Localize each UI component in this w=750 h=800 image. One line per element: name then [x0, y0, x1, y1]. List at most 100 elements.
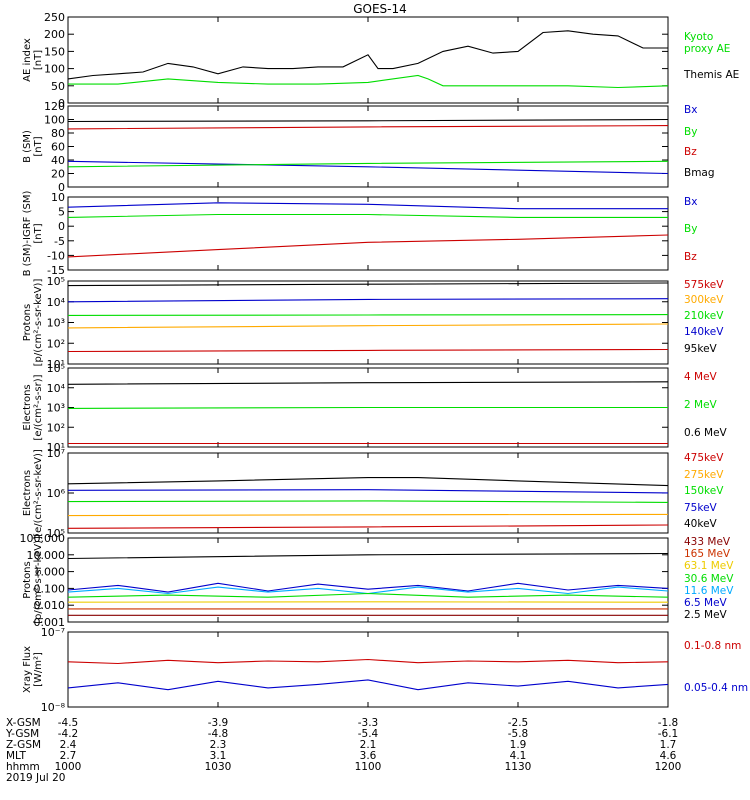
- legend-entry-line: Themis AE: [683, 69, 739, 81]
- y-tick-label: 10⁵: [47, 527, 65, 540]
- legend-entry-line: 95keV: [684, 343, 718, 355]
- axis-row-value: -4.8: [208, 728, 229, 740]
- legend-entry-line: proxy AE: [684, 43, 730, 55]
- axis-row-value: 2.1: [360, 739, 377, 751]
- y-tick-label: -5: [54, 235, 65, 248]
- series-line-2: [67, 679, 669, 691]
- y-axis-label: B (SM)[nT]: [22, 130, 44, 163]
- legend-entry-line: 40keV: [684, 518, 718, 530]
- legend-entry-line: 11.6 MeV: [684, 585, 734, 597]
- series-line-1: [67, 118, 669, 123]
- y-tick-label: 10³: [47, 402, 65, 415]
- legend-entry-line: 300keV: [684, 294, 724, 306]
- axis-row-value: 2.4: [60, 739, 77, 751]
- series-line-3: [67, 500, 669, 503]
- series-line-2: [67, 213, 668, 218]
- legend-entry: 63.1 MeV: [684, 560, 734, 572]
- y-tick-label: 10²: [47, 421, 65, 434]
- axis-row-value: 1.9: [510, 739, 527, 751]
- y-tick-label: 80: [51, 127, 65, 140]
- y-tick-label: 50: [51, 80, 65, 93]
- legend-entry: 575keV: [684, 279, 724, 291]
- axis-row-value: -3.9: [208, 717, 229, 729]
- legend-entry-line: Bx: [684, 196, 697, 208]
- series-line-1: [67, 282, 669, 287]
- series-line-1: [67, 381, 669, 385]
- axis-row-value: -4.5: [58, 717, 79, 729]
- y-tick-label: 10.000: [27, 549, 66, 562]
- legend-entry-line: 165 MeV: [684, 548, 731, 560]
- y-axis-label: Protons[p/(cm²-s-sr-keV)]: [22, 536, 44, 624]
- y-tick-label: 10⁶: [47, 487, 66, 500]
- legend-entry: Bx: [684, 104, 697, 116]
- y-tick-label: 10⁴: [47, 382, 66, 395]
- legend-entry-line: Bz: [684, 251, 697, 263]
- legend-entry: 210keV: [684, 310, 724, 322]
- series-line-3: [67, 160, 669, 175]
- legend-entry: 0.6 MeV: [684, 427, 728, 439]
- series-line-2: [67, 582, 669, 593]
- axis-row-value: 2.3: [210, 739, 227, 751]
- legend-entry-line: 2.5 MeV: [684, 609, 728, 621]
- legend-entry: 0.05-0.4 nm: [684, 682, 748, 694]
- legend-entry: 433 MeV: [684, 536, 731, 548]
- legend-entry: Themis AE: [683, 69, 739, 81]
- y-axis-label-line: Electrons: [22, 470, 33, 516]
- y-axis-label-line: Xray Flux: [22, 646, 33, 693]
- y-tick-label: 20: [51, 168, 65, 181]
- panel-7: 100.00010.0001.0000.1000.0100.001Protons…: [20, 532, 735, 629]
- axis-row-value: -4.2: [58, 728, 79, 740]
- y-axis-label-line: [p/(cm²-s-sr-keV)]: [33, 536, 44, 624]
- plot-title: GOES-14: [353, 2, 407, 16]
- axis-row-value: 1130: [505, 761, 532, 773]
- axis-row-value: -5.4: [358, 728, 379, 740]
- legend-entry-line: 4 MeV: [684, 371, 718, 383]
- legend-entry: Bx: [684, 196, 697, 208]
- axis-row-value: -3.3: [358, 717, 379, 729]
- legend-entry-line: 150keV: [684, 485, 724, 497]
- y-tick-label: 0: [58, 97, 65, 110]
- series-line-5: [67, 348, 669, 353]
- axis-row-value: 1.7: [660, 739, 677, 751]
- series-line-2: [67, 125, 669, 130]
- y-axis-label-line: AE index: [22, 38, 33, 82]
- series-line-2: [68, 74, 669, 89]
- axis-row-value: -6.1: [658, 728, 679, 740]
- y-tick-label: 10⁵: [47, 275, 65, 288]
- legend-entry: By: [684, 126, 697, 138]
- legend-entry: 275keV: [684, 469, 724, 481]
- y-tick-label: 100: [44, 114, 65, 127]
- axis-row-value: -1.8: [658, 717, 679, 729]
- y-tick-label: 120: [44, 100, 65, 113]
- series-line-1: [67, 477, 669, 487]
- y-tick-label: 0: [58, 220, 65, 233]
- y-axis-label: Electrons[e/(cm²-s-sr-keV)]: [22, 449, 44, 537]
- y-tick-label: 100: [44, 63, 65, 76]
- y-axis-label-line: [nT]: [33, 223, 44, 243]
- y-axis-label: AE index[nT]: [22, 38, 44, 82]
- axis-row-value: 1200: [655, 761, 682, 773]
- y-axis-label-line: Protons: [22, 304, 33, 341]
- y-tick-label: 10¹: [47, 441, 65, 454]
- legend-entry: By: [684, 223, 697, 235]
- y-tick-label: 0.100: [34, 582, 66, 595]
- legend-entry-line: 475keV: [684, 452, 724, 464]
- series-line-4: [67, 160, 669, 168]
- axis-row-value: -2.5: [508, 717, 529, 729]
- legend-entry: 6.5 MeV: [684, 597, 728, 609]
- legend-entry-line: 275keV: [684, 469, 724, 481]
- series-line-1: [67, 30, 668, 80]
- series-line-4: [67, 513, 669, 517]
- axis-row-value: 3.6: [360, 750, 377, 762]
- y-tick-label: 100.000: [20, 532, 66, 545]
- y-tick-label: 10³: [47, 317, 65, 330]
- y-tick-label: 10¹: [47, 358, 65, 371]
- series-line-1: [67, 552, 669, 560]
- legend-entry: 4 MeV: [684, 371, 718, 383]
- legend-entry-line: 2 MeV: [684, 399, 718, 411]
- panel-frame: [67, 16, 669, 104]
- y-tick-label: 10⁵: [47, 362, 65, 375]
- legend-entry-line: 210keV: [684, 310, 724, 322]
